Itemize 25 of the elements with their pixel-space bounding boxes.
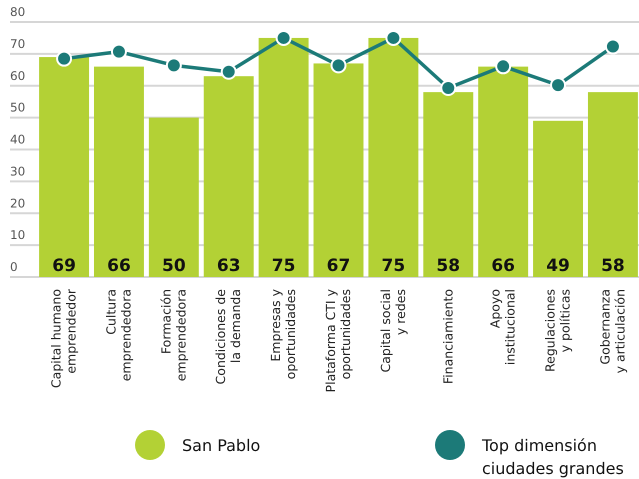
data-label: 69: [52, 256, 76, 276]
y-tick-label: 10: [10, 228, 26, 242]
y-tick-label: 30: [10, 164, 26, 178]
data-label: 66: [491, 256, 515, 276]
data-label: 63: [216, 256, 241, 276]
x-tick-label: Apoyo institucional: [488, 289, 518, 366]
data-label: 75: [382, 256, 406, 276]
data-label: 67: [326, 256, 350, 276]
x-tick-label: Capital humano emprendedor: [48, 288, 79, 388]
legend-label: Top dimensión ciudades grandes: [481, 436, 624, 478]
y-tick-label: 50: [10, 100, 26, 115]
y-tick-label: 70: [10, 36, 26, 51]
y-tick-label: 60: [10, 68, 26, 83]
y-tick-label: 80: [10, 5, 26, 19]
data-label: 75: [272, 256, 296, 276]
data-label: 50: [162, 256, 186, 276]
data-label: 66: [107, 256, 131, 276]
data-label: 58: [436, 256, 460, 276]
legend-label: San Pablo: [182, 436, 260, 455]
y-tick-label: 20: [10, 196, 26, 210]
y-tick-label: 0: [10, 260, 18, 274]
data-label: 58: [601, 256, 625, 276]
data-label: 49: [546, 256, 570, 276]
y-tick-label: 40: [10, 132, 26, 146]
x-tick-label: Financiamiento: [440, 289, 456, 384]
